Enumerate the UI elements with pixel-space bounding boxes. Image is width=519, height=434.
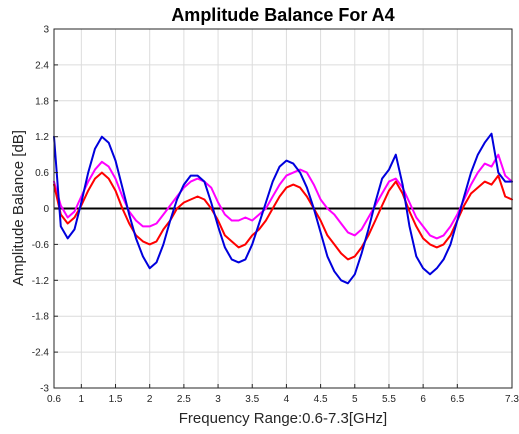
- y-tick-label: -0.6: [32, 240, 50, 251]
- x-tick-label: 7.3: [505, 394, 519, 405]
- series-line-3: [53, 132, 513, 285]
- x-tick-label: 4: [284, 394, 290, 405]
- y-tick-label: -2.4: [32, 348, 50, 359]
- y-tick-label: 1.2: [35, 132, 49, 143]
- x-tick-label: 1: [79, 394, 85, 405]
- x-tick-labels: 0.6 1 1.5 2 2.5 3 3.5 4 4.5 5 5.5 6 6.5 7.3: [47, 384, 519, 405]
- x-tick-label: 3: [215, 394, 221, 405]
- series-line-1: [53, 153, 513, 240]
- x-tick-label: 6.5: [450, 394, 464, 405]
- series-layer: [53, 132, 513, 285]
- y-tick-label: 3: [43, 25, 49, 36]
- x-tick-label: 0.6: [47, 394, 61, 405]
- y-tick-label: -1.2: [32, 276, 50, 287]
- x-tick-label: 6: [420, 394, 426, 405]
- y-tick-label: 0: [43, 204, 49, 215]
- y-tick-label: 2.4: [35, 60, 49, 71]
- x-axis-label: Frequency Range:0.6-7.3[GHz]: [179, 410, 387, 427]
- x-tick-label: 3.5: [245, 394, 259, 405]
- y-axis-label: Amplitude Balance [dB]: [10, 130, 27, 286]
- y-tick-label: -3: [40, 384, 49, 395]
- x-tick-label: 5: [352, 394, 358, 405]
- x-tick-label: 2.5: [177, 394, 191, 405]
- y-tick-label: -1.8: [32, 312, 50, 323]
- series-line-2: [53, 171, 513, 261]
- y-tick-labels: -3 -2.4 -1.8 -1.2 -0.6 0 0.6 1.2 1.8 2.4 3: [32, 25, 58, 395]
- y-tick-label: 1.8: [35, 96, 49, 107]
- y-tick-label: 0.6: [35, 168, 49, 179]
- x-tick-label: 5.5: [382, 394, 396, 405]
- x-tick-label: 2: [147, 394, 153, 405]
- chart-title: Amplitude Balance For A4: [171, 5, 394, 25]
- x-tick-label: 4.5: [314, 394, 328, 405]
- x-tick-label: 1.5: [109, 394, 123, 405]
